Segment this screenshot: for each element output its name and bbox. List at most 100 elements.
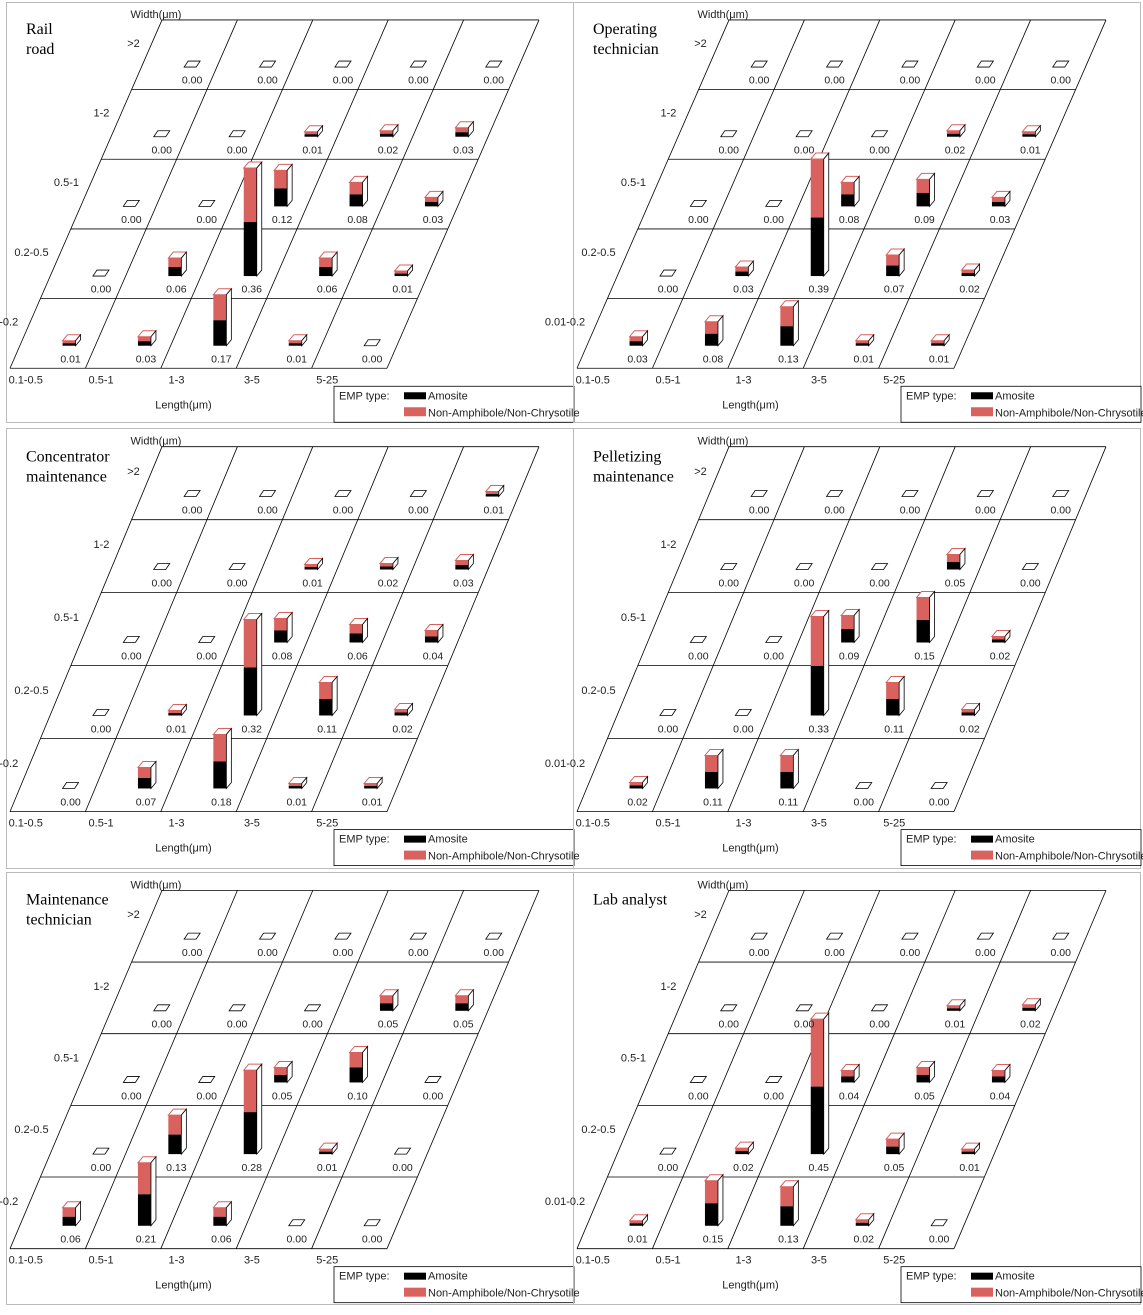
bar-segment-amosite [629, 1223, 643, 1226]
empty-cell-marker [198, 636, 216, 643]
cell-value: 0.04 [423, 651, 444, 663]
grid-line [652, 890, 805, 1249]
bar-side-face [150, 1155, 157, 1227]
empty-cell-marker [92, 1147, 110, 1155]
legend-label: Non-Amphibole/Non-Chrysotile [995, 851, 1143, 863]
bar-side-face [853, 175, 860, 208]
legend-label: Amosite [995, 834, 1035, 846]
bar-segment-amosite [704, 1203, 718, 1226]
grid-line [878, 446, 1031, 812]
bar-segment-amosite [735, 1151, 749, 1155]
empty-cell-marker [734, 709, 753, 716]
cell-value: 0.17 [211, 353, 232, 365]
x-axis-label: Length(μm) [722, 1280, 778, 1292]
bar-segment-non-amphibole [961, 270, 975, 274]
x-tick-label: 3-5 [811, 374, 827, 386]
bar-segment-non-amphibole [455, 995, 469, 1004]
cell-value: 0.00 [794, 144, 815, 156]
cell-value: 0.00 [197, 214, 218, 226]
bar-segment-non-amphibole [991, 1070, 1005, 1077]
empty-cell-marker [409, 932, 428, 940]
bar-segment-amosite [455, 132, 469, 137]
grid-line [727, 890, 881, 1249]
bar-segment-amosite [780, 1206, 794, 1226]
bar-segment-amosite [1022, 134, 1036, 137]
cell-value: 0.00 [749, 947, 770, 959]
cell-value: 0.00 [869, 144, 890, 156]
bar-segment-non-amphibole [886, 255, 900, 266]
chart-title: Concentrator [26, 448, 110, 465]
bar-side-face [959, 123, 966, 138]
y-tick-label: 0.01-0.2 [545, 1196, 585, 1208]
panel-border [573, 872, 1141, 1305]
bar-segment-amosite [916, 620, 930, 643]
y-axis-label: Width(μm) [131, 436, 182, 448]
x-tick-label: 0.1-0.5 [9, 1255, 43, 1267]
bar-segment-non-amphibole [379, 995, 393, 1004]
bar-segment-non-amphibole [704, 755, 718, 772]
bar-side-face [1004, 190, 1011, 208]
bar-segment-amosite [168, 1134, 182, 1155]
legend-label: Non-Amphibole/Non-Chrysotile [995, 407, 1143, 419]
bar-side-face [898, 247, 905, 278]
legend-box [900, 1266, 1142, 1304]
grid-line [953, 890, 1107, 1249]
x-axis-label: Length(μm) [155, 399, 211, 411]
bar-side-face [75, 333, 81, 347]
x-tick-label: 1-3 [169, 818, 185, 830]
empty-cell-marker [1021, 563, 1040, 570]
empty-cell-marker [288, 1219, 306, 1227]
bar-segment-amosite [455, 1003, 469, 1011]
empty-cell-marker [183, 60, 201, 68]
bar-segment-non-amphibole [137, 336, 151, 342]
bar-segment-amosite [349, 194, 363, 207]
cell-value: 0.06 [60, 1234, 81, 1246]
grid-line [160, 446, 314, 812]
cell-value: 0.00 [121, 1090, 142, 1102]
x-tick-label: 3-5 [244, 374, 260, 386]
bar-segment-non-amphibole [379, 563, 393, 567]
cell-value: 0.01 [317, 1162, 338, 1174]
bar-segment-non-amphibole [62, 1207, 76, 1217]
cell-value: 0.01 [166, 724, 187, 736]
bar-side-face [898, 675, 905, 717]
bar-segment-non-amphibole [424, 197, 438, 202]
bar-segment-non-amphibole [916, 597, 930, 621]
bar-side-face [256, 1063, 263, 1156]
legend-title: EMP type: [906, 390, 957, 402]
bar-side-face [898, 1132, 905, 1156]
bar-segment-non-amphibole [916, 179, 930, 193]
bar-segment-non-amphibole [243, 619, 257, 668]
bar-segment-non-amphibole [810, 616, 824, 666]
grid-line [953, 19, 1107, 369]
legend-label: Amosite [995, 1271, 1035, 1283]
bar-segment-amosite [168, 712, 182, 716]
bar-segment-non-amphibole [991, 197, 1005, 202]
bar-segment-non-amphibole [274, 170, 288, 189]
empty-cell-marker [228, 1004, 246, 1012]
legend-swatch-amosite [971, 835, 993, 843]
cell-value: 0.03 [990, 214, 1011, 226]
bar-side-face [467, 553, 474, 571]
bar-segment-amosite [168, 267, 182, 277]
chart-panel: Rail road Width(μm) 0.01-0.2 0.2-0.5 0.5-1 1-2… [0, 2, 580, 423]
empty-cell-marker [393, 1147, 412, 1155]
bar-segment-amosite [916, 192, 930, 207]
bar-side-face [362, 1045, 368, 1084]
x-tick-label: 5-25 [883, 1255, 905, 1267]
cell-value: 0.00 [362, 353, 383, 365]
empty-cell-marker [765, 636, 783, 643]
bar-segment-amosite [946, 1008, 960, 1011]
bar-side-face [642, 329, 648, 347]
cell-value: 0.01 [854, 353, 875, 365]
legend-box [333, 829, 575, 867]
cell-value: 0.11 [884, 724, 904, 736]
chart-title: Rail [26, 21, 53, 38]
cell-value: 0.00 [392, 1162, 413, 1174]
bar-segment-amosite [213, 320, 227, 346]
cell-value: 0.06 [211, 1234, 232, 1246]
legend-title: EMP type: [339, 1271, 390, 1283]
bar-segment-non-amphibole [629, 782, 643, 786]
bar-side-face [331, 1142, 338, 1156]
